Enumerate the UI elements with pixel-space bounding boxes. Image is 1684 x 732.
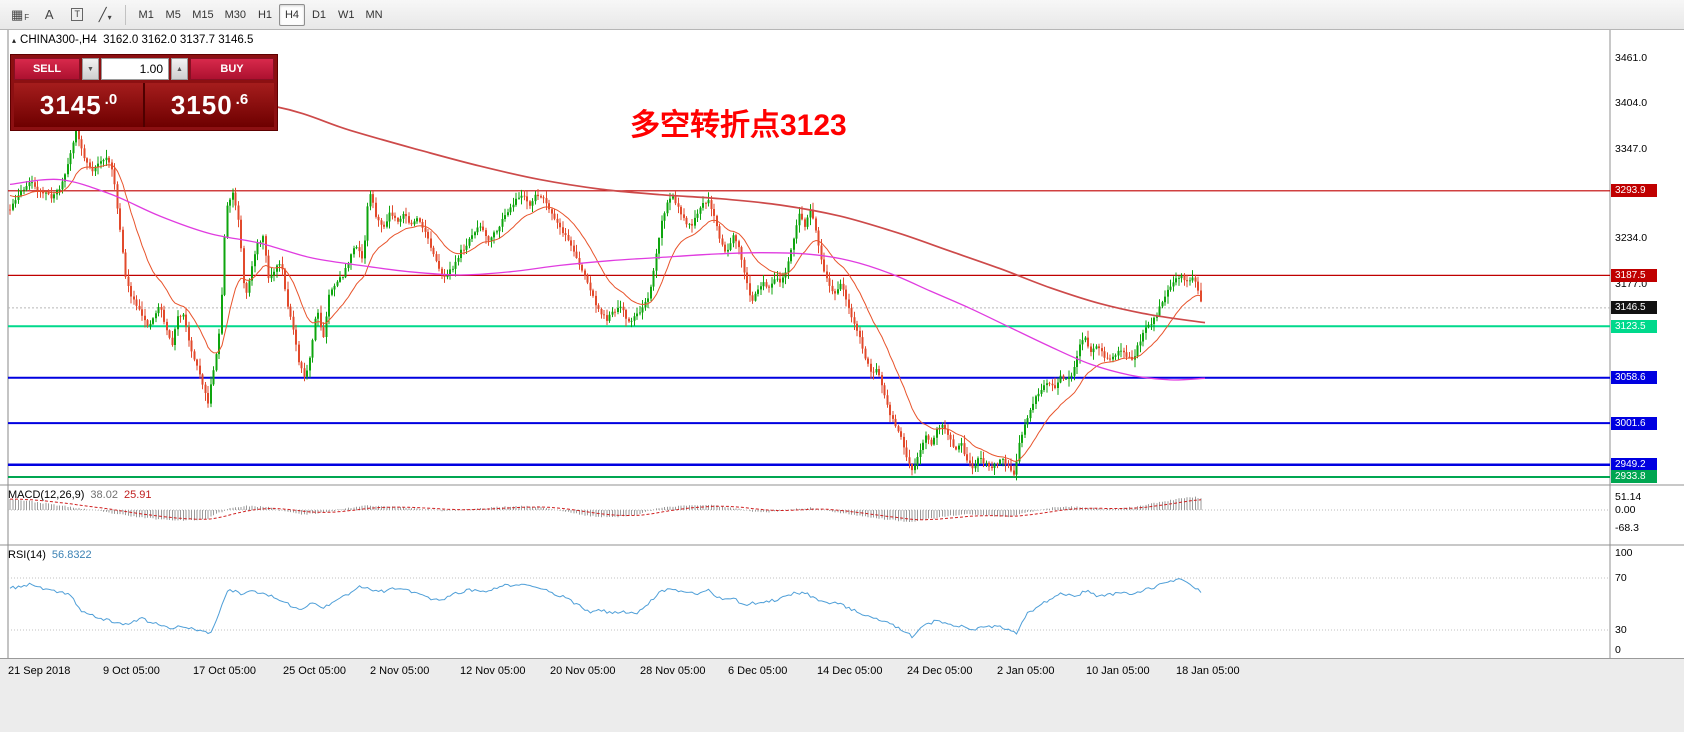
chart-surface[interactable] [0,30,1684,682]
time-label-20-Nov-05-00: 20 Nov 05:00 [550,665,616,677]
drawing-tools-dropdown-icon: ╱ [98,6,107,22]
axis-badge-3001.6: 3001.6 [1611,417,1657,430]
rsi-scale-100: 100 [1615,547,1633,559]
buy-price-main: 3150 [170,89,233,120]
time-label-10-Jan-05-00: 10 Jan 05:00 [1086,665,1150,677]
buy-price-frac: .6 [235,90,249,108]
time-label-25-Oct-05-00: 25 Oct 05:00 [283,665,346,677]
axis-tick-3404.0: 3404.0 [1615,97,1648,109]
macd-header: MACD(12,26,9) 38.02 25.91 [8,489,151,501]
time-axis[interactable]: 21 Sep 2018 9 Oct 05:00 17 Oct 05:00 25 Oct… [0,658,1684,682]
grid-f-icon-sub: F [24,13,30,22]
axis-badge-3187.5: 3187.5 [1611,269,1657,282]
rsi-value: 56.8322 [51,549,92,561]
timeframe-button-m15[interactable]: M15 [192,8,214,21]
rsi-scale-70: 70 [1615,572,1627,584]
time-label-14-Dec-05-00: 14 Dec 05:00 [817,665,883,677]
timeframe-button-m1[interactable]: M1 [138,8,154,21]
toolbar-separator [125,4,127,25]
time-label-2-Nov-05-00: 2 Nov 05:00 [370,665,430,677]
sell-price[interactable]: 3145 .0 [14,83,145,127]
macd-value-main: 38.02 [90,489,118,501]
sell-price-frac: .0 [104,90,118,108]
symbol-ohlc: 3162.0 3162.0 3137.7 3146.5 [103,34,254,46]
timeframe-button-d1[interactable]: D1 [311,8,327,21]
text-box-tool-button[interactable]: T [64,4,90,26]
ma-fast-line [9,164,1202,462]
time-label-21-Sep-2018: 21 Sep 2018 [8,665,71,677]
axis-badge-3123.5: 3123.5 [1611,320,1657,333]
time-label-24-Dec-05-00: 24 Dec 05:00 [907,665,973,677]
time-label-12-Nov-05-00: 12 Nov 05:00 [460,665,526,677]
top-toolbar: ▦ F A T ╱ ▾ M1 M5 M15 M30 H1 H4 D1 W1 MN [0,0,1684,30]
grid-f-icon: ▦ [11,6,24,22]
drawing-tools-dropdown-icon-sub: ▾ [107,13,112,22]
one-click-trading-panel: SELL ▼ ▲ BUY 3145 .0 3150 .6 [10,54,278,131]
font-tool-icon: A [44,7,54,22]
trade-panel-prices: 3145 .0 3150 .6 [14,83,274,127]
volume-increase-button[interactable]: ▲ [171,58,188,80]
grid-f-button[interactable]: ▦ F [6,4,34,26]
ma-mid-line [9,178,1206,381]
time-label-28-Nov-05-00: 28 Nov 05:00 [640,665,706,677]
time-label-18-Jan-05-00: 18 Jan 05:00 [1176,665,1240,677]
symbol-name: CHINA300-,H4 [20,34,97,46]
macd-scale-51.14: 51.14 [1615,491,1642,503]
macd-scale--68.3: -68.3 [1615,522,1639,534]
timeframe-group: M1 M5 M15 M30 H1 H4 D1 W1 MN [133,3,387,26]
time-label-6-Dec-05-00: 6 Dec 05:00 [728,665,788,677]
ma-slow-line [9,77,1206,324]
text-box-tool-icon: T [71,8,83,21]
symbol-title: ▴ CHINA300-,H4 3162.0 3162.0 3137.7 3146.… [12,34,253,46]
rsi-line [9,578,1202,639]
axis-tick-3347.0: 3347.0 [1615,143,1648,155]
axis-tick-3461.0: 3461.0 [1615,52,1648,64]
rsi-name: RSI(14) [8,549,46,561]
rsi-scale-0: 0 [1615,644,1621,656]
timeframe-button-w1[interactable]: W1 [338,8,355,21]
macd-signal-line [10,498,1202,521]
time-label-17-Oct-05-00: 17 Oct 05:00 [193,665,256,677]
time-label-2-Jan-05-00: 2 Jan 05:00 [997,665,1055,677]
axis-badge-2949.2: 2949.2 [1611,458,1657,471]
macd-name: MACD(12,26,9) [8,489,85,501]
trade-panel-controls: SELL ▼ ▲ BUY [14,58,274,80]
axis-badge-3293.9: 3293.9 [1611,184,1657,197]
sell-price-main: 3145 [39,89,102,120]
rsi-header: RSI(14) 56.8322 [8,549,92,561]
drawing-tools-dropdown-button[interactable]: ╱ ▾ [92,4,118,26]
axis-badge-3058.6: 3058.6 [1611,371,1657,384]
collapse-chart-icon[interactable]: ▴ [12,36,17,45]
toolbar-icon-group: ▦ F A T ╱ ▾ [6,4,118,26]
chart-text-annotation: 多空转折点3123 [630,109,847,142]
timeframe-button-mn[interactable]: MN [365,8,383,21]
timeframe-button-h1[interactable]: H1 [257,8,273,21]
timeframe-button-h4[interactable]: H4 [279,3,305,26]
volume-decrease-button[interactable]: ▼ [82,58,99,80]
current-price-badge: 3146.5 [1611,301,1657,314]
timeframe-button-m30[interactable]: M30 [224,8,246,21]
volume-input[interactable] [101,58,169,80]
time-label-9-Oct-05-00: 9 Oct 05:00 [103,665,160,677]
buy-price[interactable]: 3150 .6 [145,83,274,127]
font-tool-button[interactable]: A [36,4,62,26]
candle-wicks-up [12,126,1193,481]
timeframe-button-m5[interactable]: M5 [165,8,181,21]
axis-tick-3234.0: 3234.0 [1615,232,1648,244]
sell-button[interactable]: SELL [14,58,80,80]
buy-button[interactable]: BUY [190,58,274,80]
rsi-scale-30: 30 [1615,624,1627,636]
axis-badge-2933.8: 2933.8 [1611,470,1657,483]
chart-window: ▴ CHINA300-,H4 3162.0 3162.0 3137.7 3146.… [0,30,1684,682]
macd-value-signal: 25.91 [123,489,152,501]
macd-histogram [9,496,1202,522]
macd-scale-0.00: 0.00 [1615,504,1636,516]
